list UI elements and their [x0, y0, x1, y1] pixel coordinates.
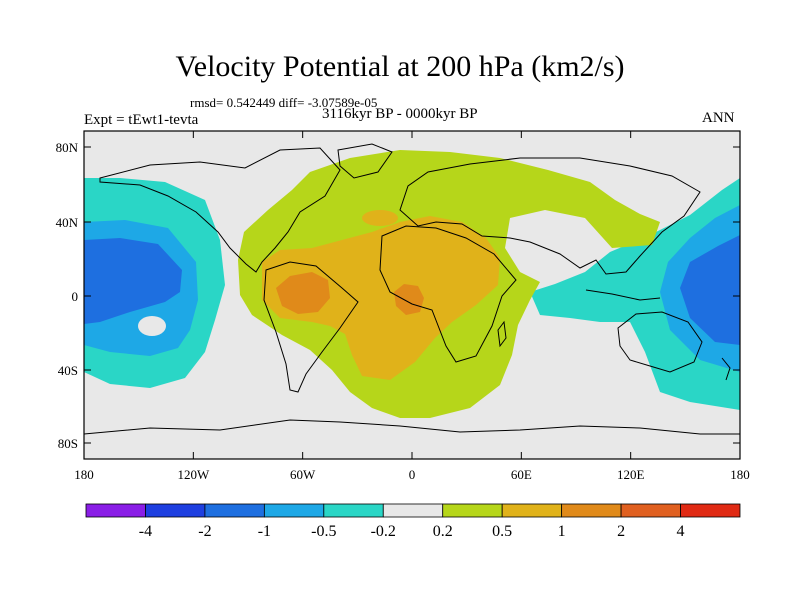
lon-tick-label: 60E: [511, 467, 532, 482]
coast-australia: [617, 311, 703, 373]
contour-blue-west: [84, 238, 182, 324]
lon-tick-label: 120E: [617, 467, 645, 482]
season-label: ANN: [702, 110, 735, 126]
colorbar-labels: -4 -2 -1 -0.5 -0.2 0.2 0.5 1 2 4: [139, 523, 685, 540]
contour-darkorange-africa: [394, 284, 424, 315]
colorbar-label: -2: [198, 523, 211, 540]
lat-tick-label: 40N: [56, 215, 79, 230]
coast-africa: [379, 225, 517, 363]
colorbar-swatch: [145, 503, 206, 518]
lat-tick-label: 40S: [58, 363, 78, 378]
colorbar-label: 2: [617, 523, 625, 540]
colorbar-swatch: [442, 503, 503, 518]
contour-island-west: [138, 316, 166, 336]
colorbar-swatch: [323, 503, 384, 518]
colorbar-label: 4: [677, 523, 685, 540]
coastlines: [84, 143, 740, 435]
lat-tick-label: 80N: [56, 140, 79, 155]
stats-label: rmsd= 0.542449 diff= -3.07589e-05: [190, 95, 378, 110]
coast-madagascar: [497, 320, 507, 348]
contour-field: [84, 131, 740, 459]
colorbar-swatch: [620, 503, 681, 518]
coast-new-zealand: [721, 357, 731, 381]
colorbar-swatch: [263, 503, 325, 518]
contour-darkorange-americas: [276, 272, 330, 314]
contour-orange-north: [362, 210, 398, 226]
coast-antarctica: [84, 419, 740, 435]
colorbar-swatch: [680, 503, 741, 518]
colorbar-swatch: [501, 503, 563, 518]
longitude-labels: 180 120W 60W 0 60E 120E 180: [74, 467, 750, 482]
contour-teal-east: [530, 178, 740, 410]
colorbar-label: 0.2: [433, 523, 453, 540]
lon-tick-label: 120W: [177, 467, 210, 482]
lat-tick-label: 0: [72, 289, 79, 304]
lon-tick-label: 180: [74, 467, 94, 482]
colorbar-label: -1: [258, 523, 271, 540]
coast-indonesia: [585, 289, 661, 301]
colorbar-swatch: [561, 503, 622, 518]
colorbar: [85, 503, 741, 518]
colorbar-label: 0.5: [492, 523, 512, 540]
contour-orange-light: [262, 216, 500, 380]
coast-north-america: [99, 147, 341, 273]
colorbar-swatch: [204, 503, 265, 518]
colorbar-label: 1: [558, 523, 566, 540]
latitude-axis: [84, 146, 740, 444]
coast-greenland: [337, 143, 393, 179]
lon-tick-label: 60W: [290, 467, 316, 482]
latitude-labels: 80N 40N 0 40S 80S: [56, 140, 79, 451]
lon-tick-label: 0: [409, 467, 416, 482]
contour-blue-east: [680, 235, 740, 345]
coast-eurasia: [399, 157, 701, 275]
experiment-label: Expt = tEwt1-tevta: [84, 112, 199, 128]
colorbar-label: -4: [139, 523, 152, 540]
colorbar-label: -0.5: [311, 523, 336, 540]
lat-tick-label: 80S: [58, 436, 78, 451]
colorbar-swatch: [85, 503, 146, 518]
colorbar-swatch: [382, 503, 444, 518]
coast-south-america: [263, 261, 359, 393]
map-title: Velocity Potential at 200 hPa (km2/s): [175, 50, 625, 83]
period-label: 3116kyr BP - 0000kyr BP: [322, 106, 478, 122]
lon-tick-label: 180: [730, 467, 750, 482]
longitude-axis: [83, 131, 741, 459]
colorbar-label: -0.2: [371, 523, 396, 540]
